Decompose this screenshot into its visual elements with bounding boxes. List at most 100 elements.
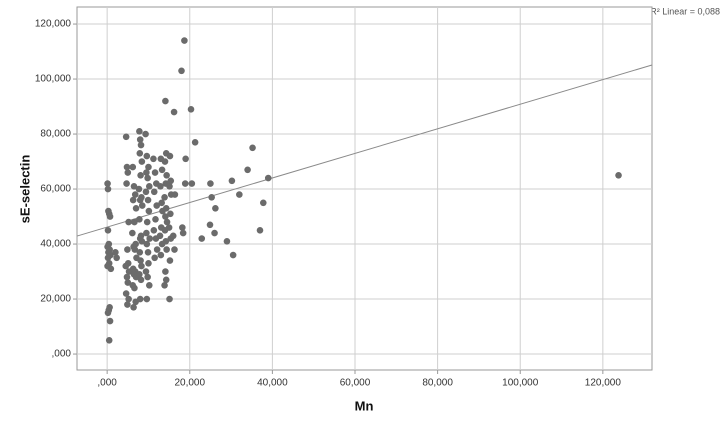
data-point <box>144 196 152 204</box>
data-point <box>207 180 214 187</box>
data-point <box>143 218 151 226</box>
data-point <box>131 246 139 253</box>
data-point <box>229 251 237 259</box>
data-point <box>151 254 158 262</box>
data-point <box>223 238 231 245</box>
data-point <box>150 155 157 163</box>
data-point <box>137 276 145 284</box>
data-point <box>179 224 186 231</box>
y-tick-label: 120,000 <box>35 19 72 30</box>
data-point <box>188 180 196 187</box>
data-point <box>143 229 150 237</box>
x-tick-label: 80,000 <box>422 378 453 389</box>
data-point <box>162 213 169 220</box>
data-point <box>166 257 174 264</box>
x-tick-label: ,000 <box>97 378 117 389</box>
data-point <box>137 141 145 149</box>
data-point <box>162 205 170 212</box>
data-point <box>157 251 165 259</box>
fit-line <box>76 64 653 237</box>
data-point <box>163 246 170 253</box>
data-point <box>264 174 272 182</box>
data-point <box>153 246 161 253</box>
x-tick-label: 60,000 <box>340 378 371 389</box>
data-point <box>170 108 178 116</box>
data-point <box>615 172 622 179</box>
data-point <box>124 301 131 308</box>
data-point <box>138 202 146 209</box>
data-point <box>144 174 151 182</box>
data-point <box>104 254 112 262</box>
y-tick-label: 80,000 <box>40 129 71 140</box>
data-point <box>161 158 169 165</box>
data-point <box>138 158 146 165</box>
data-point <box>142 188 150 196</box>
data-point <box>106 317 114 325</box>
data-point <box>136 271 143 278</box>
data-point <box>104 227 112 234</box>
data-point <box>131 284 138 292</box>
plot-area <box>76 6 653 371</box>
data-point <box>153 202 161 209</box>
data-point <box>124 279 132 286</box>
data-point <box>163 172 170 179</box>
data-point <box>244 166 251 174</box>
data-point <box>158 166 166 174</box>
data-point <box>131 191 139 198</box>
data-point <box>198 235 206 242</box>
data-point <box>136 136 144 143</box>
data-point <box>191 139 199 146</box>
data-point <box>105 337 113 344</box>
data-point <box>137 172 144 179</box>
data-point <box>166 152 174 160</box>
x-tick-label: 40,000 <box>257 378 288 389</box>
data-point <box>145 207 153 215</box>
data-point <box>169 232 177 240</box>
data-point <box>145 282 153 289</box>
data-point <box>135 185 143 193</box>
y-axis-title: sE-selectin <box>17 155 32 224</box>
data-point <box>150 188 158 196</box>
data-point <box>208 194 215 201</box>
data-point <box>167 177 175 185</box>
data-point <box>130 183 138 190</box>
data-point <box>122 290 130 297</box>
data-point <box>104 309 112 317</box>
data-point <box>136 196 144 204</box>
data-point <box>228 177 236 185</box>
y-tick-label: ,000 <box>52 349 72 360</box>
data-point <box>125 295 132 303</box>
data-point <box>182 155 189 163</box>
data-point <box>157 183 164 190</box>
data-point <box>104 185 112 193</box>
x-tick-label: 100,000 <box>502 378 539 389</box>
data-point <box>138 238 146 245</box>
data-point <box>106 213 114 220</box>
y-tick-label: 100,000 <box>35 74 72 85</box>
data-point <box>123 163 131 171</box>
data-point <box>136 128 143 135</box>
data-point <box>142 130 149 138</box>
data-point <box>187 106 195 113</box>
data-point <box>123 180 130 187</box>
data-point <box>130 304 137 311</box>
x-tick-label: 20,000 <box>174 378 205 389</box>
data-point <box>162 238 170 245</box>
data-point <box>145 183 153 190</box>
y-tick-label: 60,000 <box>40 184 71 195</box>
data-point <box>143 240 151 248</box>
data-point <box>178 67 185 75</box>
data-point <box>123 273 131 281</box>
data-point <box>144 273 151 281</box>
data-point <box>112 249 119 256</box>
data-point <box>236 191 243 198</box>
data-point <box>181 180 189 187</box>
data-point <box>162 97 169 105</box>
data-point <box>256 227 264 234</box>
data-point <box>151 169 159 176</box>
data-point <box>249 144 256 152</box>
data-point <box>138 262 145 270</box>
data-point <box>145 163 152 171</box>
data-point <box>104 180 111 187</box>
